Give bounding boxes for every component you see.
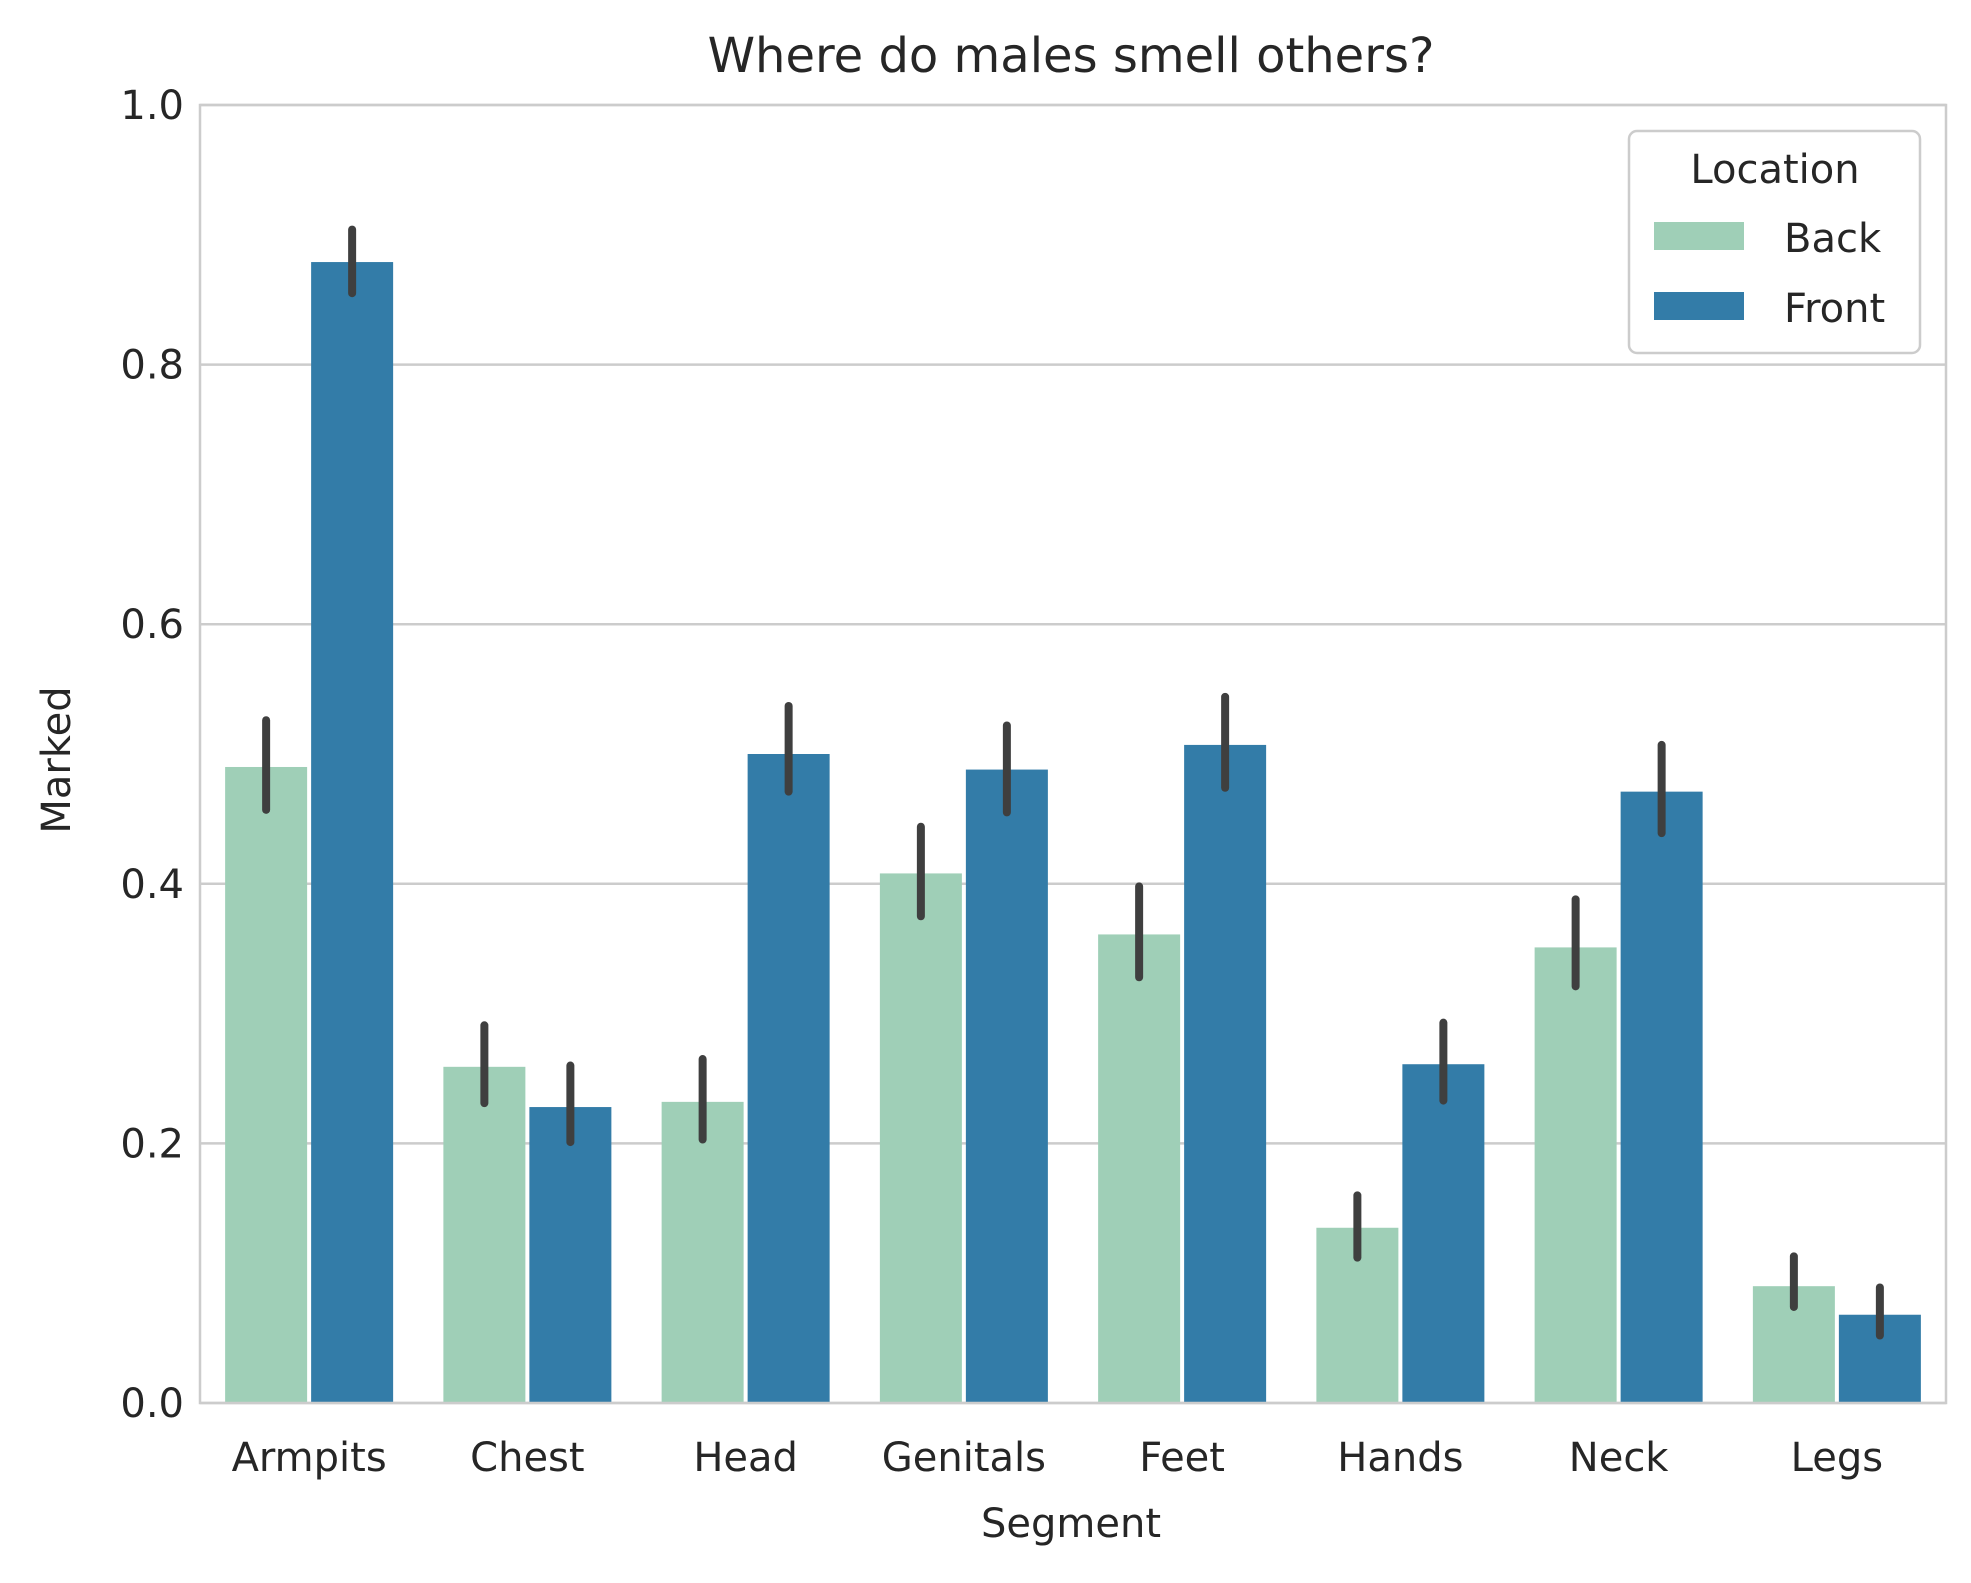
x-tick-label: Neck	[1569, 1435, 1670, 1481]
legend-label-front: Front	[1784, 286, 1885, 332]
bar-back-feet	[1098, 934, 1181, 1403]
legend-swatch-front	[1654, 292, 1744, 320]
bar-front-head	[747, 754, 830, 1403]
bar-front-neck	[1620, 791, 1703, 1403]
y-tick-label: 0.2	[120, 1121, 184, 1167]
bar-back-head	[661, 1101, 744, 1403]
legend-label-back: Back	[1784, 216, 1882, 262]
x-axis-label: Segment	[981, 1501, 1161, 1547]
x-tick-label: Hands	[1337, 1435, 1463, 1481]
bar-front-armpits	[311, 262, 394, 1404]
y-tick-label: 0.0	[120, 1381, 184, 1427]
bar-front-hands	[1402, 1064, 1485, 1403]
x-tick-label: Head	[693, 1435, 798, 1481]
x-tick-labels: Armpits Chest Head Genitals Feet Hands Neck Leg…	[232, 1435, 1884, 1481]
y-tick-label: 1.0	[120, 83, 184, 129]
bar-front-feet	[1184, 744, 1267, 1403]
bar-back-armpits	[225, 766, 308, 1403]
y-tick-label: 0.4	[120, 862, 184, 908]
x-tick-label: Genitals	[882, 1435, 1046, 1481]
legend: Location Back Front	[1627, 129, 1922, 355]
y-axis-label: Marked	[34, 686, 80, 833]
bars	[225, 262, 1921, 1404]
bar-back-genitals	[879, 873, 962, 1403]
y-tick-label: 0.6	[120, 602, 184, 648]
x-tick-label: Chest	[470, 1435, 584, 1481]
y-tick-labels: 0.0 0.2 0.4 0.6 0.8 1.0	[120, 83, 184, 1427]
bar-front-genitals	[965, 769, 1048, 1403]
error-bars	[262, 225, 1884, 1340]
legend-swatch-back	[1654, 222, 1744, 250]
y-tick-label: 0.8	[120, 343, 184, 389]
plot-frame	[198, 103, 1948, 1405]
x-tick-label: Legs	[1791, 1435, 1883, 1481]
bar-front-chest	[529, 1107, 612, 1403]
x-tick-label: Feet	[1139, 1435, 1225, 1481]
legend-title: Location	[1690, 147, 1859, 193]
bar-back-neck	[1534, 947, 1617, 1403]
bar-back-chest	[443, 1066, 526, 1403]
x-tick-label: Armpits	[232, 1435, 387, 1481]
chart-title: Where do males smell others?	[708, 28, 1435, 84]
